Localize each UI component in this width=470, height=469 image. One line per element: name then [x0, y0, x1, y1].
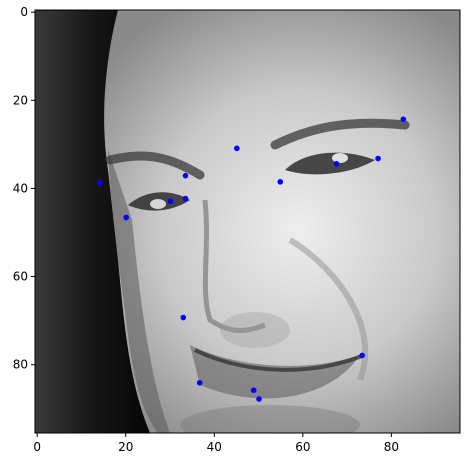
x-tick-label: 0: [33, 440, 41, 454]
landmark-point: [401, 116, 407, 122]
landmark-point: [181, 315, 187, 321]
x-tick-label: 60: [295, 440, 310, 454]
landmark-point: [234, 146, 240, 152]
landmark-point: [277, 179, 283, 185]
y-tick-label: 40: [13, 181, 28, 195]
landmark-point: [251, 387, 257, 393]
landmark-point: [183, 173, 189, 179]
x-tick-label: 80: [384, 440, 399, 454]
landmark-point: [97, 180, 103, 186]
landmark-point: [123, 215, 129, 221]
face-image: [35, 10, 460, 445]
landmark-point: [183, 196, 189, 202]
y-tick-label: 0: [20, 5, 28, 19]
landmark-point: [359, 353, 365, 359]
landmark-point: [375, 156, 381, 162]
landmark-point: [256, 396, 262, 402]
landmark-point: [168, 198, 174, 204]
y-tick-label: 20: [13, 93, 28, 107]
y-tick-label: 60: [13, 270, 28, 284]
x-tick-label: 20: [118, 440, 133, 454]
landmark-point: [197, 380, 203, 386]
y-tick-label: 80: [13, 358, 28, 372]
landmark-point: [334, 161, 340, 167]
x-tick-label: 40: [207, 440, 222, 454]
